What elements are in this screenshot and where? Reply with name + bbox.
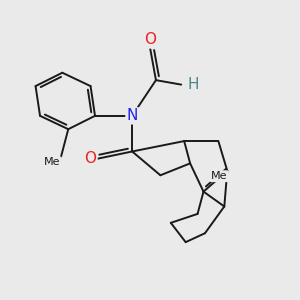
- Text: N: N: [127, 108, 138, 123]
- Text: Me: Me: [44, 158, 61, 167]
- Text: H: H: [184, 77, 196, 92]
- Text: H: H: [187, 77, 199, 92]
- Text: O: O: [85, 152, 97, 166]
- Text: O: O: [144, 32, 156, 47]
- Text: Me: Me: [211, 171, 227, 181]
